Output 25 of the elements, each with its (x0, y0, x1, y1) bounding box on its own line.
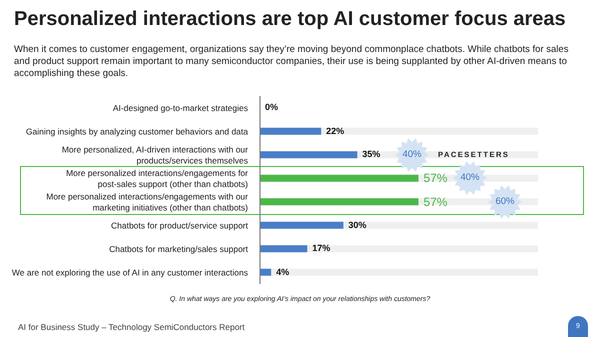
data-label: 22% (326, 126, 344, 137)
text: AI for Business Study – Technology SemiConductors Report (18, 322, 245, 332)
chart-title: Personalized interactions are top AI customer focus areas (14, 8, 566, 31)
y-tick-label: We are not exploring the use of AI in any customer interactions (12, 267, 248, 278)
annotation: 40% (459, 172, 480, 184)
annotation: 60% (494, 196, 516, 207)
bar (260, 245, 308, 252)
data-label: 30% (348, 220, 366, 231)
annotation: 40% (401, 148, 422, 160)
y-tick-label: More personalized interactions/engagements for post-sales support (other than chatbots) (66, 168, 248, 189)
data-label: 17% (312, 243, 330, 254)
data-label: 57% (423, 171, 448, 186)
y-tick-label: AI-designed go-to-market strategies (112, 102, 248, 113)
data-label: 35% (362, 149, 380, 160)
y-tick-label: Chatbots for product/service support (110, 220, 249, 230)
data-label: 57% (423, 194, 448, 209)
chart-subtitle: When it comes to customer engagement, organizations say they’re moving beyond commonplace chatbots. While chatbots for sales and product support remain important to many semiconductor companies, their use is being supplanted by other AI-driven means to accomplishing these goals. (14, 44, 570, 80)
y-tick-label: Chatbots for marketing/sales support (109, 244, 249, 254)
y-tick-label: More personalized interactions/engagements with our marketing initiatives (other than chatbots) (46, 191, 248, 212)
bar (260, 128, 322, 135)
y-tick-label: Gaining insights by analyzing customer behaviors and data (26, 126, 248, 136)
data-label: 0% (265, 102, 278, 114)
bar (260, 268, 272, 276)
y-tick-label: More personalized, AI-driven interactions with our products/services themselves (62, 144, 248, 166)
data-label: 4% (276, 266, 290, 278)
